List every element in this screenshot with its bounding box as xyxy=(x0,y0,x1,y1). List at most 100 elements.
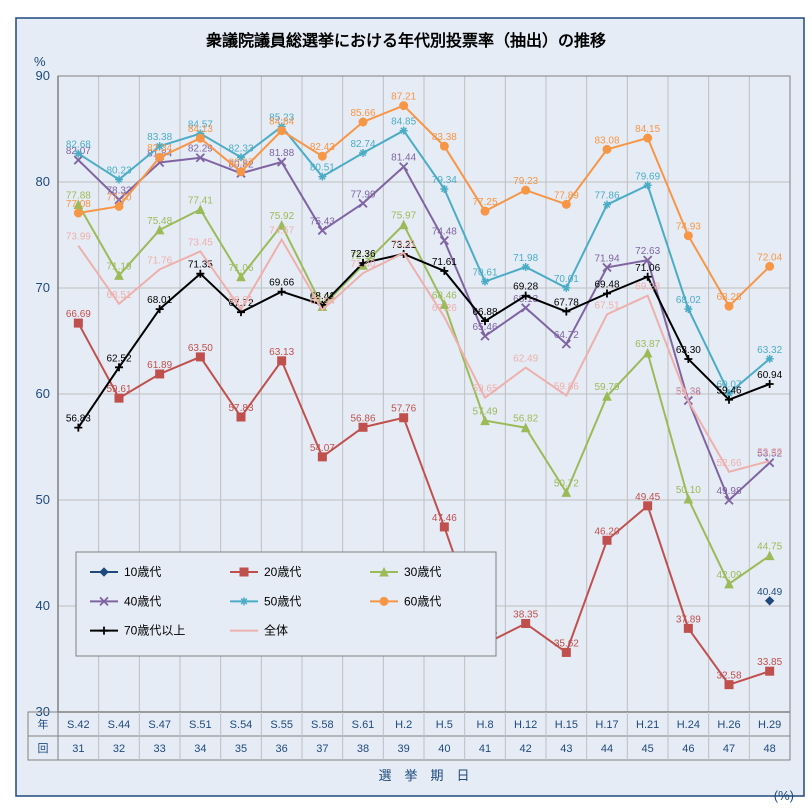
x-cell-kai: 48 xyxy=(764,743,776,755)
data-label: 74.57 xyxy=(269,226,294,237)
data-label: 50.10 xyxy=(676,485,701,496)
data-label: 80.23 xyxy=(106,166,131,177)
data-label: 67.51 xyxy=(594,300,619,311)
data-label: 56.86 xyxy=(350,413,375,424)
legend-label: 40歳代 xyxy=(124,594,161,608)
data-label: 40.49 xyxy=(757,587,782,598)
data-label: 71.19 xyxy=(106,261,131,272)
data-label: 84.85 xyxy=(391,117,416,128)
x-cell-kai: 34 xyxy=(194,743,206,755)
x-cell-year: H.5 xyxy=(436,719,453,731)
data-label: 77.70 xyxy=(106,192,131,203)
data-label: 84.15 xyxy=(635,124,660,135)
y-unit-label: % xyxy=(34,54,46,69)
data-label: 49.98 xyxy=(716,486,741,497)
data-label: 56.83 xyxy=(66,414,91,425)
x-cell-kai: 43 xyxy=(560,743,572,755)
data-label: 77.08 xyxy=(66,199,91,210)
x-cell-year: S.44 xyxy=(108,719,131,731)
data-label: 62.49 xyxy=(513,354,538,365)
data-label: 33.85 xyxy=(757,657,782,668)
x-cell-year: S.47 xyxy=(148,719,171,731)
data-label: 63.87 xyxy=(635,339,660,350)
data-label: 49.45 xyxy=(635,492,660,503)
data-label: 66.88 xyxy=(472,307,497,318)
x-axis-title: 選 挙 期 日 xyxy=(378,768,469,783)
data-label: 82.34 xyxy=(147,143,172,154)
data-label: 87.21 xyxy=(391,92,416,103)
data-label: 79.69 xyxy=(635,171,660,182)
data-label: 63.30 xyxy=(676,345,701,356)
data-label: 75.92 xyxy=(269,211,294,222)
x-cell-kai: 32 xyxy=(113,743,125,755)
x-cell-kai: 31 xyxy=(72,743,84,755)
data-label: 62.52 xyxy=(106,353,131,364)
x-cell-kai: 35 xyxy=(235,743,247,755)
x-cell-year: S.54 xyxy=(230,719,253,731)
data-label: 80.97 xyxy=(228,158,253,169)
data-label: 47.46 xyxy=(432,513,457,524)
x-cell-kai: 45 xyxy=(642,743,654,755)
data-label: 52.66 xyxy=(716,458,741,469)
data-label: 68.01 xyxy=(147,295,172,306)
legend-label: 30歳代 xyxy=(404,565,441,579)
data-label: 70.01 xyxy=(554,274,579,285)
data-label: 50.72 xyxy=(554,478,579,489)
data-label: 63.50 xyxy=(188,343,213,354)
data-label: 77.41 xyxy=(188,195,213,206)
data-label: 69.66 xyxy=(269,278,294,289)
x-cell-year: S.58 xyxy=(311,719,334,731)
x-cell-year: H.26 xyxy=(717,719,740,731)
x-cell-year: H.29 xyxy=(758,719,781,731)
y-tick-label: 50 xyxy=(36,492,50,507)
legend-label: 50歳代 xyxy=(264,594,301,608)
x-cell-kai: 39 xyxy=(398,743,410,755)
data-label: 63.13 xyxy=(269,347,294,358)
data-label: 74.48 xyxy=(432,227,457,238)
x-cell-year: H.8 xyxy=(476,719,493,731)
data-label: 71.98 xyxy=(513,253,538,264)
data-label: 71.06 xyxy=(635,263,660,274)
x-cell-year: S.55 xyxy=(270,719,293,731)
data-label: 83.38 xyxy=(147,132,172,143)
data-label: 84.84 xyxy=(269,117,294,128)
x-cell-year: H.12 xyxy=(514,719,537,731)
x-cell-year: H.24 xyxy=(677,719,700,731)
x-row-hdr-kai: 回 xyxy=(38,742,49,755)
data-label: 46.20 xyxy=(594,526,619,537)
data-label: 68.51 xyxy=(106,290,131,301)
data-label: 68.28 xyxy=(716,292,741,303)
data-label: 71.06 xyxy=(228,263,253,274)
data-label: 59.61 xyxy=(106,384,131,395)
data-label: 53.68 xyxy=(757,447,782,458)
data-label: 77.99 xyxy=(350,189,375,200)
data-label: 57.76 xyxy=(391,404,416,415)
data-label: 82.68 xyxy=(66,140,91,151)
data-label: 59.46 xyxy=(716,386,741,397)
data-label: 83.08 xyxy=(594,135,619,146)
x-cell-kai: 33 xyxy=(154,743,166,755)
data-label: 81.44 xyxy=(391,153,416,164)
data-label: 32.58 xyxy=(716,671,741,682)
x-cell-kai: 37 xyxy=(316,743,328,755)
data-label: 59.32 xyxy=(676,387,701,398)
data-label: 84.13 xyxy=(188,124,213,135)
x-cell-kai: 47 xyxy=(723,743,735,755)
data-label: 44.75 xyxy=(757,542,782,553)
data-label: 61.89 xyxy=(147,360,172,371)
data-label: 71.40 xyxy=(350,259,375,270)
data-label: 63.32 xyxy=(757,345,782,356)
legend-label: 全体 xyxy=(264,623,288,638)
data-label: 77.25 xyxy=(472,197,497,208)
data-label: 67.78 xyxy=(554,298,579,309)
data-label: 72.04 xyxy=(757,252,782,263)
data-label: 81.88 xyxy=(269,148,294,159)
data-label: 85.66 xyxy=(350,108,375,119)
data-label: 69.48 xyxy=(594,280,619,291)
x-cell-year: H.15 xyxy=(555,719,578,731)
x-cell-kai: 46 xyxy=(682,743,694,755)
data-label: 82.33 xyxy=(228,143,253,154)
x-cell-year: H.17 xyxy=(595,719,618,731)
data-label: 66.69 xyxy=(66,309,91,320)
data-label: 59.79 xyxy=(594,382,619,393)
